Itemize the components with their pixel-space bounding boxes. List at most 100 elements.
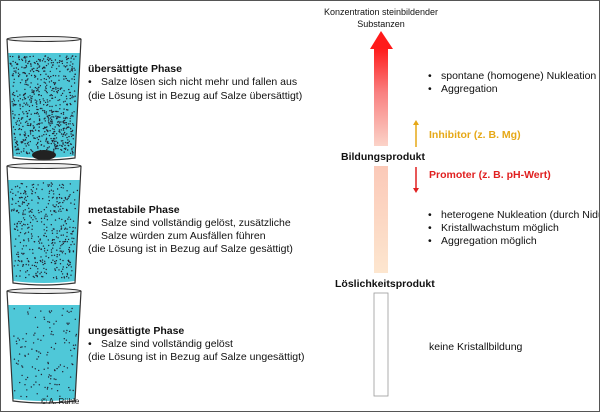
salt-particle xyxy=(14,260,16,262)
phase-title: ungesättigte Phase xyxy=(88,325,185,337)
salt-particle xyxy=(42,198,44,200)
salt-particle xyxy=(53,239,55,241)
salt-particle xyxy=(13,117,15,120)
salt-particle xyxy=(25,271,27,273)
salt-particle xyxy=(52,139,54,142)
salt-particle xyxy=(35,188,38,190)
salt-particle xyxy=(19,94,21,96)
salt-particle xyxy=(49,58,52,60)
salt-particle xyxy=(30,189,32,191)
salt-particle xyxy=(23,150,25,152)
salt-particle xyxy=(15,194,17,196)
salt-particle xyxy=(64,66,67,68)
salt-particle xyxy=(54,110,56,113)
salt-particle xyxy=(40,339,42,341)
salt-particle xyxy=(41,135,43,137)
salt-particle xyxy=(62,234,64,236)
salt-particle xyxy=(30,82,32,84)
salt-particle xyxy=(32,186,34,189)
salt-particle xyxy=(36,106,38,108)
salt-particle xyxy=(63,277,66,279)
salt-particle xyxy=(23,252,25,255)
salt-particle xyxy=(44,61,46,63)
salt-particle xyxy=(60,60,62,63)
salt-particle xyxy=(28,226,30,228)
salt-particle xyxy=(15,146,17,148)
salt-particle xyxy=(26,143,29,145)
salt-particle xyxy=(38,369,40,372)
salt-particle xyxy=(13,132,15,135)
salt-particle xyxy=(21,183,24,185)
salt-particle xyxy=(42,245,45,247)
salt-particle xyxy=(61,273,64,275)
salt-particle xyxy=(19,105,21,107)
salt-particle xyxy=(18,58,20,61)
salt-particle xyxy=(66,98,68,100)
salt-particle xyxy=(65,95,68,98)
glass-outline xyxy=(6,38,82,161)
salt-particle xyxy=(37,113,39,115)
salt-particle xyxy=(53,348,55,350)
salt-particle xyxy=(71,129,74,132)
salt-particle xyxy=(59,88,61,91)
salt-particle xyxy=(27,84,29,86)
salt-particle xyxy=(73,58,75,60)
salt-particle xyxy=(66,241,69,243)
salt-particle xyxy=(69,123,71,125)
salt-particle xyxy=(58,196,61,199)
salt-particle xyxy=(17,75,20,77)
salt-particle xyxy=(37,138,40,141)
salt-particle xyxy=(18,117,20,120)
salt-particle xyxy=(23,102,25,104)
salt-particle xyxy=(54,145,56,148)
salt-particle xyxy=(62,266,64,268)
salt-particle xyxy=(49,100,51,102)
salt-particle xyxy=(61,62,64,65)
salt-particle xyxy=(51,111,54,113)
salt-particle xyxy=(24,196,27,198)
salt-particle xyxy=(31,190,34,192)
salt-particle xyxy=(38,65,41,67)
salt-particle xyxy=(28,203,30,205)
salt-particle xyxy=(66,190,68,192)
salt-particle xyxy=(35,102,37,104)
salt-particle xyxy=(51,241,54,244)
salt-particle xyxy=(52,88,54,90)
salt-particle xyxy=(34,216,36,218)
effect-item: spontane (homogene) Nukleation xyxy=(428,70,596,83)
salt-particle xyxy=(26,83,28,86)
salt-particle xyxy=(59,108,61,110)
salt-particle xyxy=(70,115,72,118)
salt-particle xyxy=(11,65,13,67)
salt-particle xyxy=(32,252,34,254)
salt-particle xyxy=(29,221,32,224)
salt-particle xyxy=(32,183,35,186)
salt-particle xyxy=(21,365,23,367)
salt-particle xyxy=(71,95,74,97)
salt-particle xyxy=(23,96,25,99)
salt-particle xyxy=(59,104,61,106)
salt-particle xyxy=(59,258,61,261)
salt-particle xyxy=(36,67,38,69)
salt-particle xyxy=(34,316,37,319)
salt-particle xyxy=(66,65,68,67)
salt-particle xyxy=(23,134,25,136)
salt-particle xyxy=(53,193,55,195)
salt-particle xyxy=(65,339,68,341)
salt-particle xyxy=(62,207,64,210)
salt-particle xyxy=(50,251,53,253)
salt-particle xyxy=(13,265,15,267)
salt-particle xyxy=(60,140,63,142)
salt-particle xyxy=(38,126,40,128)
salt-particle xyxy=(25,151,28,153)
salt-particle xyxy=(66,109,68,111)
salt-particle xyxy=(14,94,16,97)
salt-particle xyxy=(25,59,27,61)
salt-particle xyxy=(57,99,59,102)
salt-particle xyxy=(53,83,56,86)
salt-particle xyxy=(47,361,49,364)
salt-particle xyxy=(68,342,71,344)
salt-particle xyxy=(65,332,67,334)
salt-particle xyxy=(43,267,45,270)
salt-particle xyxy=(54,126,56,128)
